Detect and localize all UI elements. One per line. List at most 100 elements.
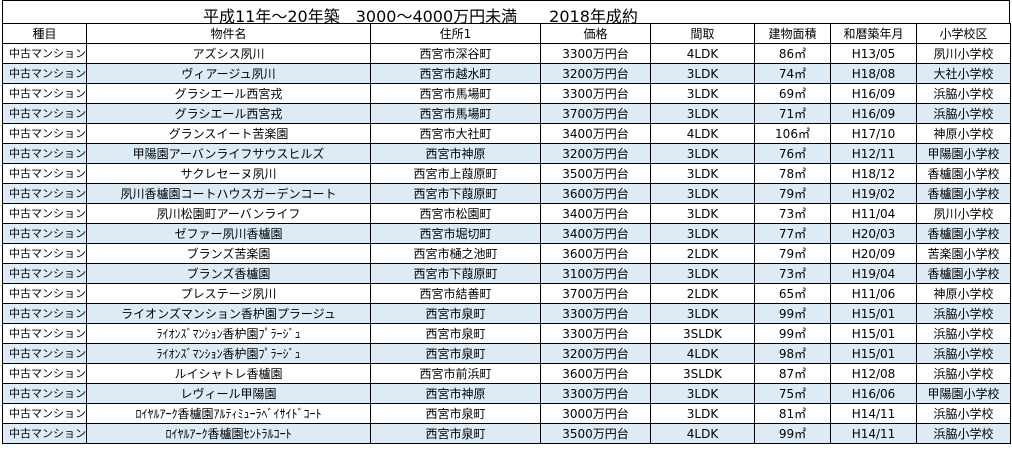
cell-layout: 3SLDK [650,323,755,344]
header-row: 種目 物件名 住所1 価格 間取 建物面積 和暦築年月 小学校区 [2,23,1011,44]
cell-price: 3300万円台 [540,303,651,324]
cell-built-date: H19/02 [830,183,917,204]
table-row: 中古マンション レヴィール甲陽園 西宮市神原 3300万円台 3LDK 75㎡ H16/06… [2,383,1011,404]
cell-address: 西宮市結善町 [370,283,541,304]
cell-built-date: H20/09 [830,243,917,264]
table-row: 中古マンション ﾗｲｵﾝｽﾞﾏﾝｼｮﾝ香枦園ﾌﾟﾗｰｼﾞｭ 西宮市泉町 3200万円台… [2,343,1011,364]
cell-address: 西宮市泉町 [370,323,541,344]
cell-floor-area: 79㎡ [754,183,831,204]
cell-property-name: ﾛｲﾔﾙｱｰｸ香櫨園ｱﾙﾃｨﾐｭｰﾗﾍﾞｲｻｲﾄﾞｺｰﾄ [86,403,371,424]
cell-price: 3400万円台 [540,223,651,244]
cell-built-date: H16/09 [830,83,917,104]
cell-floor-area: 106㎡ [754,123,831,144]
cell-type: 中古マンション [2,223,87,244]
cell-address: 西宮市前浜町 [370,363,541,384]
cell-type: 中古マンション [2,123,87,144]
cell-school-district: 浜脇小学校 [916,423,1011,444]
cell-address: 西宮市松園町 [370,203,541,224]
cell-type: 中古マンション [2,323,87,344]
cell-price: 3300万円台 [540,83,651,104]
cell-built-date: H14/11 [830,403,917,424]
cell-built-date: H15/01 [830,343,917,364]
cell-address: 西宮市下葭原町 [370,183,541,204]
cell-price: 3200万円台 [540,63,651,84]
cell-built-date: H13/05 [830,43,917,64]
table-row: 中古マンション グラシエール西宮戎 西宮市馬場町 3300万円台 3LDK 69㎡ H16/… [2,83,1011,104]
table-row: 中古マンション グランスイート苦楽園 西宮市大社町 3400万円台 4LDK 106㎡ H1… [2,123,1011,144]
cell-type: 中古マンション [2,383,87,404]
cell-built-date: H11/06 [830,283,917,304]
cell-type: 中古マンション [2,283,87,304]
header-type: 種目 [2,23,87,44]
spreadsheet: 平成11年～20年築 3000～4000万円未満 2018年成約 種目 物件名 … [2,0,1011,444]
cell-floor-area: 86㎡ [754,43,831,64]
cell-type: 中古マンション [2,163,87,184]
cell-layout: 4LDK [650,423,755,444]
cell-price: 3700万円台 [540,283,651,304]
cell-price: 3200万円台 [540,343,651,364]
cell-address: 西宮市泉町 [370,343,541,364]
cell-address: 西宮市泉町 [370,423,541,444]
table-row: 中古マンション 夙川香櫨園コートハウスガーデンコート 西宮市下葭原町 3600万円台 3… [2,183,1011,204]
table-row: 中古マンション ﾛｲﾔﾙｱｰｸ香櫨園ｾﾝﾄﾗﾙｺｰﾄ 西宮市泉町 3500万円台 4LD… [2,423,1011,444]
cell-school-district: 浜脇小学校 [916,343,1011,364]
cell-price: 3500万円台 [540,423,651,444]
cell-price: 3700万円台 [540,103,651,124]
cell-school-district: 香櫨園小学校 [916,263,1011,284]
cell-price: 3300万円台 [540,43,651,64]
cell-school-district: 甲陽園小学校 [916,383,1011,404]
cell-price: 3300万円台 [540,383,651,404]
cell-property-name: ブランズ香櫨園 [86,263,371,284]
cell-type: 中古マンション [2,423,87,444]
header-layout: 間取 [650,23,755,44]
cell-built-date: H15/01 [830,323,917,344]
table-row: 中古マンション 甲陽園アーバンライフサウスヒルズ 西宮市神原 3200万円台 3LDK 7… [2,143,1011,164]
cell-type: 中古マンション [2,303,87,324]
cell-type: 中古マンション [2,363,87,384]
cell-price: 3500万円台 [540,163,651,184]
cell-floor-area: 99㎡ [754,303,831,324]
cell-school-district: 大社小学校 [916,63,1011,84]
cell-built-date: H18/08 [830,63,917,84]
cell-type: 中古マンション [2,43,87,64]
cell-type: 中古マンション [2,203,87,224]
cell-property-name: ブランズ苦楽園 [86,243,371,264]
cell-floor-area: 65㎡ [754,283,831,304]
cell-floor-area: 98㎡ [754,343,831,364]
cell-built-date: H14/11 [830,423,917,444]
cell-property-name: ヴィアージュ夙川 [86,63,371,84]
cell-property-name: 夙川松園町アーバンライフ [86,203,371,224]
cell-school-district: 浜脇小学校 [916,403,1011,424]
cell-built-date: H12/08 [830,363,917,384]
cell-layout: 3LDK [650,263,755,284]
cell-type: 中古マンション [2,83,87,104]
cell-layout: 3SLDK [650,363,755,384]
cell-layout: 2LDK [650,283,755,304]
cell-layout: 4LDK [650,43,755,64]
cell-built-date: H11/04 [830,203,917,224]
cell-school-district: 甲陽園小学校 [916,143,1011,164]
cell-school-district: 神原小学校 [916,123,1011,144]
cell-type: 中古マンション [2,343,87,364]
table-row: 中古マンション ブランズ香櫨園 西宮市下葭原町 3100万円台 3LDK 73㎡ H19/0… [2,263,1011,284]
cell-floor-area: 87㎡ [754,363,831,384]
cell-price: 3600万円台 [540,183,651,204]
sales-table: 種目 物件名 住所1 価格 間取 建物面積 和暦築年月 小学校区 中古マンション… [2,23,1011,444]
table-row: 中古マンション ルイシャトレ香櫨園 西宮市前浜町 3600万円台 3SLDK 87㎡ H12… [2,363,1011,384]
table-row: 中古マンション 夙川松園町アーバンライフ 西宮市松園町 3400万円台 3LDK 73㎡ H… [2,203,1011,224]
cell-property-name: サクレセーヌ夙川 [86,163,371,184]
header-floor-area: 建物面積 [754,23,831,44]
header-built-date: 和暦築年月 [830,23,917,44]
cell-property-name: ゼファー夙川香櫨園 [86,223,371,244]
cell-address: 西宮市神原 [370,143,541,164]
cell-property-name: アズシス夙川 [86,43,371,64]
cell-property-name: ﾗｲｵﾝｽﾞﾏﾝｼｮﾝ香枦園ﾌﾟﾗｰｼﾞｭ [86,323,371,344]
cell-school-district: 苦楽園小学校 [916,243,1011,264]
cell-layout: 3LDK [650,223,755,244]
cell-layout: 3LDK [650,403,755,424]
cell-built-date: H17/10 [830,123,917,144]
cell-school-district: 香櫨園小学校 [916,183,1011,204]
cell-type: 中古マンション [2,263,87,284]
cell-property-name: プレステージ夙川 [86,283,371,304]
cell-layout: 2LDK [650,243,755,264]
